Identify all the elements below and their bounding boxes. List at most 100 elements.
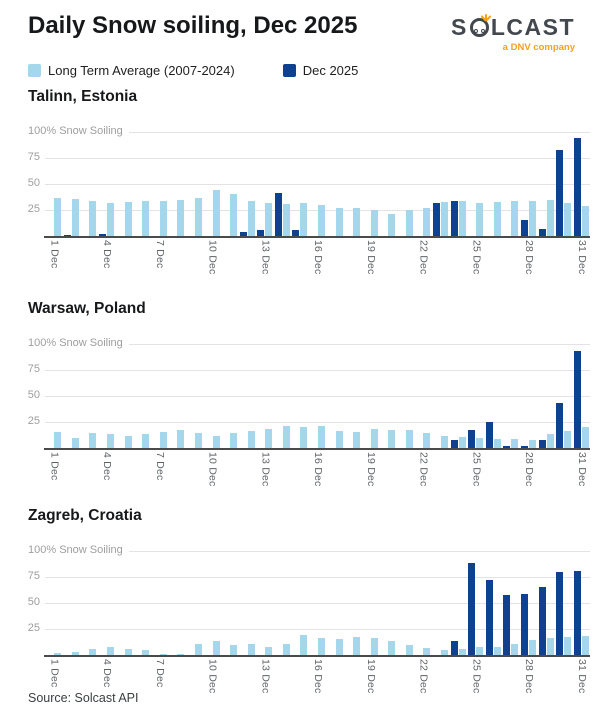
bar-dec-2025 xyxy=(573,570,581,655)
dnv-company-label: a DNV company xyxy=(502,42,575,53)
x-axis-line xyxy=(44,655,590,657)
bar-long-term-average xyxy=(511,438,519,448)
bar-long-term-average xyxy=(230,194,238,236)
x-axis-label: 13 Dec xyxy=(259,452,272,487)
plot-area xyxy=(44,132,590,238)
x-axis-label: 31 Dec xyxy=(575,240,588,275)
gridline-25 xyxy=(45,629,590,630)
legend-swatch-dec-2025 xyxy=(282,64,296,77)
gridline-75 xyxy=(45,158,590,159)
bar-long-term-average xyxy=(370,429,378,448)
logo-letter-s: S xyxy=(450,14,468,40)
x-axis-label: 13 Dec xyxy=(259,659,272,694)
bar-long-term-average xyxy=(300,202,308,236)
gridline-100 xyxy=(45,551,590,552)
y-axis-label-25: 25 xyxy=(27,415,40,427)
bar-dec-2025 xyxy=(520,445,528,448)
bar-dec-2025 xyxy=(274,193,282,236)
bar-long-term-average xyxy=(335,639,343,655)
bar-long-term-average xyxy=(71,651,79,655)
bar-long-term-average xyxy=(142,200,150,236)
legend-label-long-term-average: Long Term Average (2007-2024) xyxy=(48,63,235,78)
bar-long-term-average xyxy=(546,638,554,655)
bar-dec-2025 xyxy=(450,641,458,655)
bar-long-term-average xyxy=(318,638,325,655)
bar-long-term-average xyxy=(423,433,431,448)
bar-long-term-average xyxy=(194,197,202,236)
bar-long-term-average xyxy=(493,646,501,655)
bar-long-term-average xyxy=(405,210,413,236)
y-axis-label-75: 75 xyxy=(27,363,40,375)
bar-long-term-average xyxy=(581,205,589,236)
legend-item-dec-2025: Dec 2025 xyxy=(282,63,359,78)
bar-long-term-average xyxy=(581,636,589,655)
solcast-logo: S LCAST a DNV company xyxy=(450,14,575,53)
bar-dec-2025 xyxy=(239,231,247,236)
x-axis-label: 19 Dec xyxy=(364,452,377,487)
bar-long-term-average xyxy=(177,430,185,448)
bar-long-term-average xyxy=(546,199,554,236)
y-axis-label-25: 25 xyxy=(27,203,40,215)
gridline-25 xyxy=(45,422,590,423)
bar-long-term-average xyxy=(581,427,589,448)
bar-dec-2025 xyxy=(520,220,528,236)
bar-long-term-average xyxy=(564,637,572,655)
plot-area xyxy=(44,344,590,450)
bar-long-term-average xyxy=(458,648,466,655)
x-axis-label: 4 Dec xyxy=(101,659,114,688)
bar-dec-2025 xyxy=(556,403,564,448)
x-axis-label: 4 Dec xyxy=(101,240,114,269)
bar-long-term-average xyxy=(107,202,115,236)
chart-section-talinn: Talinn, Estonia 100% Snow Soiling 25 50 75… xyxy=(0,88,600,293)
bar-long-term-average xyxy=(511,200,519,236)
bar-dec-2025 xyxy=(485,422,493,448)
y-axis-label-25: 25 xyxy=(27,622,40,634)
x-axis-label: 22 Dec xyxy=(417,452,430,487)
bar-long-term-average xyxy=(528,439,536,448)
y-axis-top-label: 100% Snow Soiling xyxy=(28,125,129,137)
source-note: Source: Solcast API xyxy=(28,691,139,705)
bar-long-term-average xyxy=(194,433,202,448)
bar-long-term-average xyxy=(335,207,343,236)
bar-dec-2025 xyxy=(450,200,458,236)
bar-long-term-average xyxy=(89,200,97,236)
bar-long-term-average xyxy=(300,635,308,655)
bar-long-term-average xyxy=(265,429,273,448)
bar-dec-2025 xyxy=(433,202,441,236)
legend-label-dec-2025: Dec 2025 xyxy=(302,63,359,78)
bar-long-term-average xyxy=(493,201,501,236)
y-axis-label-75: 75 xyxy=(27,151,40,163)
bar-long-term-average xyxy=(441,649,449,655)
bar-long-term-average xyxy=(124,648,132,655)
chart-section-warsaw: Warsaw, Poland 100% Snow Soiling 25 50 75 1… xyxy=(0,300,600,505)
x-axis-label: 16 Dec xyxy=(312,240,325,275)
bar-dec-2025 xyxy=(520,593,528,655)
bar-long-term-average xyxy=(370,210,378,236)
bar-long-term-average xyxy=(441,435,449,448)
x-axis-label: 28 Dec xyxy=(523,659,536,694)
bar-long-term-average xyxy=(212,435,220,448)
gridline-100 xyxy=(45,344,590,345)
bar-long-term-average xyxy=(177,199,185,236)
chart-title: Warsaw, Poland xyxy=(28,300,146,317)
x-axis-label: 22 Dec xyxy=(417,240,430,275)
gridline-50 xyxy=(45,184,590,185)
bar-long-term-average xyxy=(212,190,220,236)
bar-long-term-average xyxy=(476,646,484,655)
x-axis-label: 1 Dec xyxy=(48,659,61,688)
bar-dec-2025 xyxy=(503,594,511,655)
x-axis-label: 16 Dec xyxy=(312,659,325,694)
bar-dec-2025 xyxy=(485,580,493,655)
bar-long-term-average xyxy=(247,431,255,448)
y-axis-top-label: 100% Snow Soiling xyxy=(28,544,129,556)
bar-long-term-average xyxy=(142,649,150,655)
x-axis-label: 25 Dec xyxy=(470,240,483,275)
bar-long-term-average xyxy=(458,436,466,448)
x-axis-label: 1 Dec xyxy=(48,452,61,481)
chart-section-zagreb: Zagreb, Croatia 100% Snow Soiling 25 50 75… xyxy=(0,507,600,712)
bar-long-term-average xyxy=(353,207,361,236)
gridline-50 xyxy=(45,396,590,397)
bar-long-term-average xyxy=(458,200,466,236)
bar-long-term-average xyxy=(247,643,255,655)
bar-long-term-average xyxy=(388,641,396,655)
